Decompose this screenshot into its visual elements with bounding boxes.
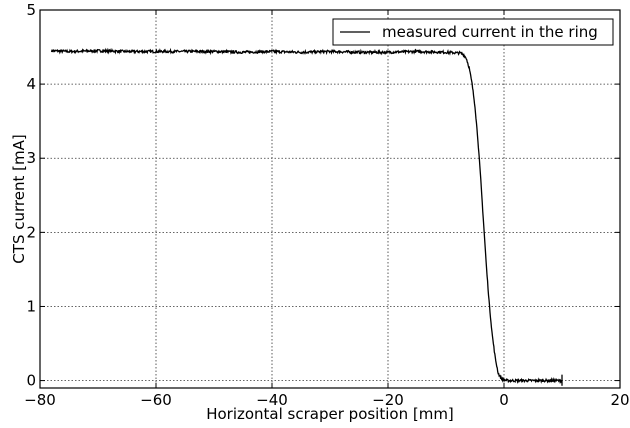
legend: measured current in the ring	[333, 19, 613, 45]
y-tick-label: 5	[26, 1, 36, 19]
x-tick-label: 20	[610, 391, 629, 409]
y-axis-label: CTS current [mA]	[10, 134, 28, 263]
y-tick-label: 0	[26, 372, 36, 390]
x-axis-label: Horizontal scraper position [mm]	[206, 405, 454, 423]
x-tick-label: −60	[140, 391, 172, 409]
legend-label-measured-current: measured current in the ring	[382, 23, 598, 41]
series-layer	[52, 50, 562, 386]
x-tick-label: 0	[499, 391, 509, 409]
grid	[40, 10, 620, 388]
axes-frame	[40, 10, 620, 388]
x-tick-label: −80	[24, 391, 56, 409]
y-tick-label: 4	[26, 75, 36, 93]
series-line-0	[52, 50, 562, 382]
y-tick-label: 1	[26, 297, 36, 315]
